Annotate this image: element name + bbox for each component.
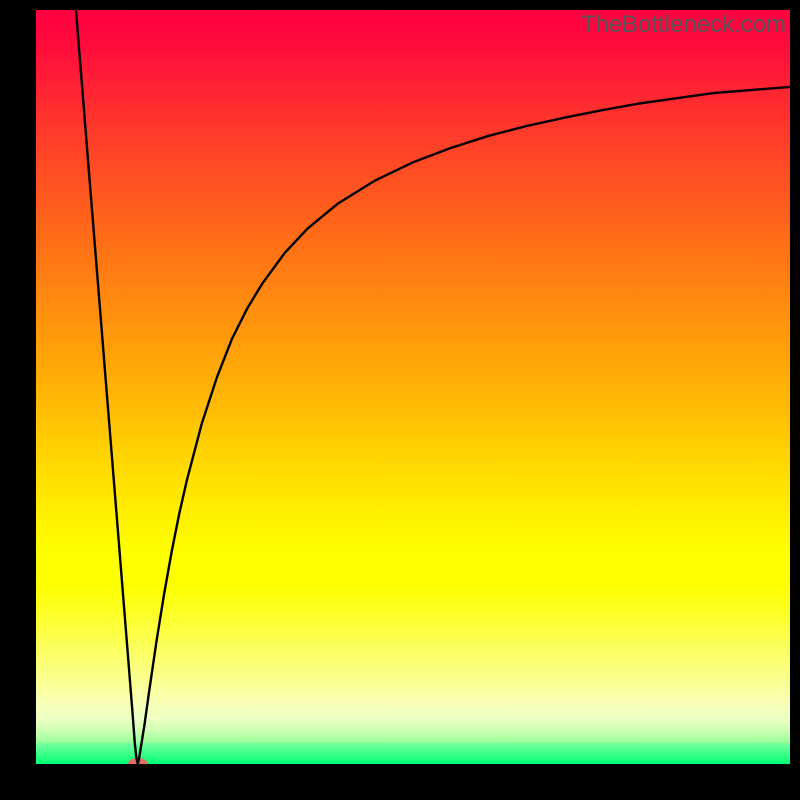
chart-frame: TheBottleneck.com	[0, 0, 800, 800]
plot-area	[36, 10, 790, 764]
watermark: TheBottleneck.com	[581, 11, 786, 39]
gradient-curve-chart	[36, 10, 790, 764]
watermark-text: TheBottleneck.com	[581, 11, 786, 38]
green-band	[36, 743, 790, 764]
gradient-background	[36, 10, 790, 764]
